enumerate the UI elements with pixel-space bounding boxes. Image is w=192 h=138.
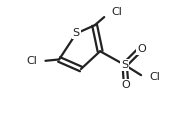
Text: O: O — [137, 44, 146, 54]
Text: S: S — [121, 60, 128, 70]
Text: O: O — [121, 80, 130, 90]
Text: Cl: Cl — [149, 72, 160, 82]
Text: S: S — [73, 28, 80, 39]
Text: Cl: Cl — [111, 7, 122, 17]
Text: Cl: Cl — [26, 56, 37, 66]
